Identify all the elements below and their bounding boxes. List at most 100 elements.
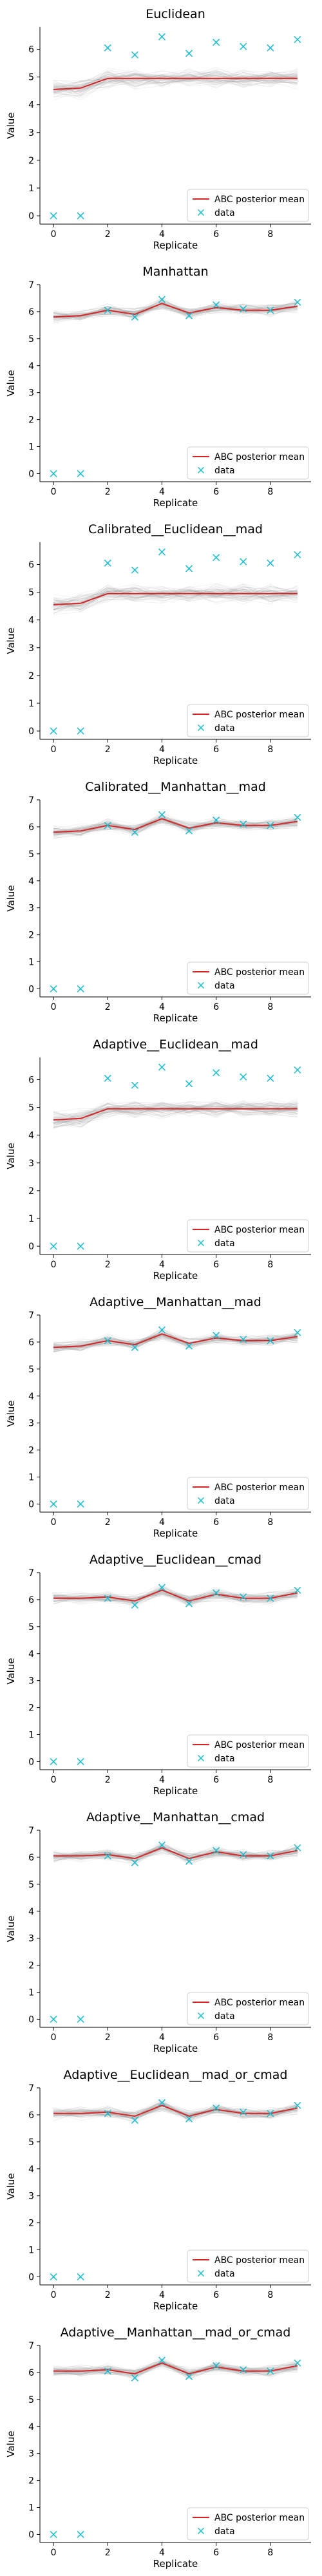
data-point-stroke — [240, 820, 247, 828]
posterior-sample-line — [53, 591, 298, 607]
posterior-sample-line — [53, 304, 298, 317]
data-point-stroke — [158, 2356, 166, 2364]
data-series — [50, 296, 301, 477]
posterior-sample-line — [53, 591, 298, 605]
posterior-sample-line — [53, 1331, 298, 1349]
x-tick-label: 0 — [51, 2290, 57, 2300]
posterior-sample-line — [53, 2363, 298, 2376]
x-tick-label: 2 — [105, 229, 111, 240]
y-tick-label: 3 — [28, 904, 34, 914]
data-point — [50, 212, 57, 220]
data-point-stroke — [185, 2372, 193, 2380]
x-tick-label: 6 — [213, 1517, 219, 1528]
posterior-sample-line — [53, 1335, 298, 1350]
y-tick-label: 3 — [28, 1159, 34, 1169]
data-point-stroke — [294, 1586, 301, 1594]
data-point — [158, 811, 166, 819]
posterior-mean-line — [53, 592, 298, 605]
data-point-stroke — [267, 2110, 274, 2117]
posterior-sample-line — [53, 1331, 298, 1349]
posterior-sample-line — [53, 818, 298, 835]
data-point-stroke — [185, 1857, 193, 1865]
data-point — [213, 2362, 220, 2369]
y-tick-label: 3 — [28, 2192, 34, 2202]
posterior-sample-line — [53, 1103, 298, 1123]
data-point-stroke — [240, 305, 247, 313]
posterior-sample-line — [53, 583, 298, 601]
data-point-stroke — [185, 827, 193, 835]
subplot-title: Adaptive__Euclidean__mad — [93, 1037, 258, 1052]
posterior-sample-line — [53, 815, 298, 831]
posterior-sample-line — [53, 1332, 298, 1352]
x-tick-label: 6 — [213, 2032, 219, 2043]
data-series — [50, 2356, 301, 2538]
data-point-stroke — [267, 2367, 274, 2375]
posterior-sample-line — [53, 305, 298, 316]
posterior-sample-line — [53, 70, 298, 87]
legend-label-mean: ABC posterior mean — [214, 967, 305, 978]
x-tick-label: 4 — [159, 487, 165, 497]
x-tick-label: 8 — [267, 2032, 273, 2043]
legend-label-mean: ABC posterior mean — [214, 1225, 305, 1235]
posterior-sample-line — [53, 817, 298, 837]
data-point — [213, 554, 220, 562]
posterior-sample-line — [53, 2363, 298, 2380]
legend-frame — [187, 1734, 309, 1768]
data-point-stroke — [240, 43, 247, 50]
legend: ABC posterior mean data — [187, 1734, 309, 1768]
x-tick-label: 0 — [51, 2548, 57, 2558]
posterior-sample-line — [53, 1588, 298, 1604]
x-axis-label: Replicate — [153, 1528, 198, 1539]
posterior-sample-line — [53, 1102, 298, 1117]
data-series — [50, 811, 301, 992]
data-point — [104, 1337, 111, 1345]
posterior-sample-line — [53, 2361, 298, 2376]
data-point — [267, 1595, 274, 1602]
subplot-6: Adaptive__Manhattan__mad 0 1 2 3 4 5 6 7 0 2 4 6 8 Rep… — [5, 1295, 311, 1539]
data-point-stroke — [158, 2099, 166, 2107]
data-point-stroke — [77, 2015, 84, 2023]
legend-label-mean: ABC posterior mean — [214, 1998, 305, 2008]
y-tick-label: 4 — [28, 2164, 34, 2175]
legend-swatch-stroke — [197, 1239, 205, 1247]
posterior-sample-line — [53, 818, 298, 833]
data-point-stroke — [185, 2115, 193, 2123]
data-point — [131, 2116, 138, 2124]
y-tick-label: 2 — [28, 1186, 34, 1197]
posterior-sample-line — [53, 1842, 298, 1861]
data-point — [240, 2366, 247, 2374]
data-point — [131, 1859, 138, 1866]
posterior-sample-line — [53, 1587, 298, 1602]
legend-frame — [187, 189, 309, 222]
posterior-sample-line — [53, 302, 298, 317]
y-tick-label: 0 — [28, 1499, 34, 1510]
y-tick-label: 5 — [28, 73, 34, 83]
data-point-stroke — [131, 2116, 138, 2124]
posterior-sample-line — [53, 817, 298, 834]
posterior-sample-line — [53, 587, 298, 605]
data-point — [77, 2273, 84, 2280]
legend-frame — [187, 1219, 309, 1253]
legend-swatch-stroke — [197, 2269, 205, 2277]
y-tick-label: 6 — [28, 1075, 34, 1085]
posterior-sample-line — [53, 587, 298, 608]
data-point — [267, 2110, 274, 2117]
subplot-title: Manhattan — [142, 265, 208, 279]
legend-label-mean: ABC posterior mean — [214, 452, 305, 462]
x-tick-label: 8 — [267, 744, 273, 755]
posterior-sample-line — [53, 1103, 298, 1124]
y-tick-label: 6 — [28, 307, 34, 317]
posterior-sample-line — [53, 1105, 298, 1122]
y-tick-label: 1 — [28, 442, 34, 453]
posterior-sample-line — [53, 297, 298, 318]
posterior-sample-line — [53, 1333, 298, 1349]
data-point-stroke — [185, 1080, 193, 1088]
posterior-sample-line — [53, 585, 298, 607]
posterior-sample-line — [53, 304, 298, 320]
data-point-stroke — [213, 1846, 220, 1854]
data-point — [185, 827, 193, 835]
y-tick-label: 5 — [28, 1880, 34, 1890]
posterior-sample-line — [53, 2107, 298, 2121]
posterior-sample-line — [53, 1107, 298, 1116]
posterior-sample-line — [53, 2364, 298, 2377]
